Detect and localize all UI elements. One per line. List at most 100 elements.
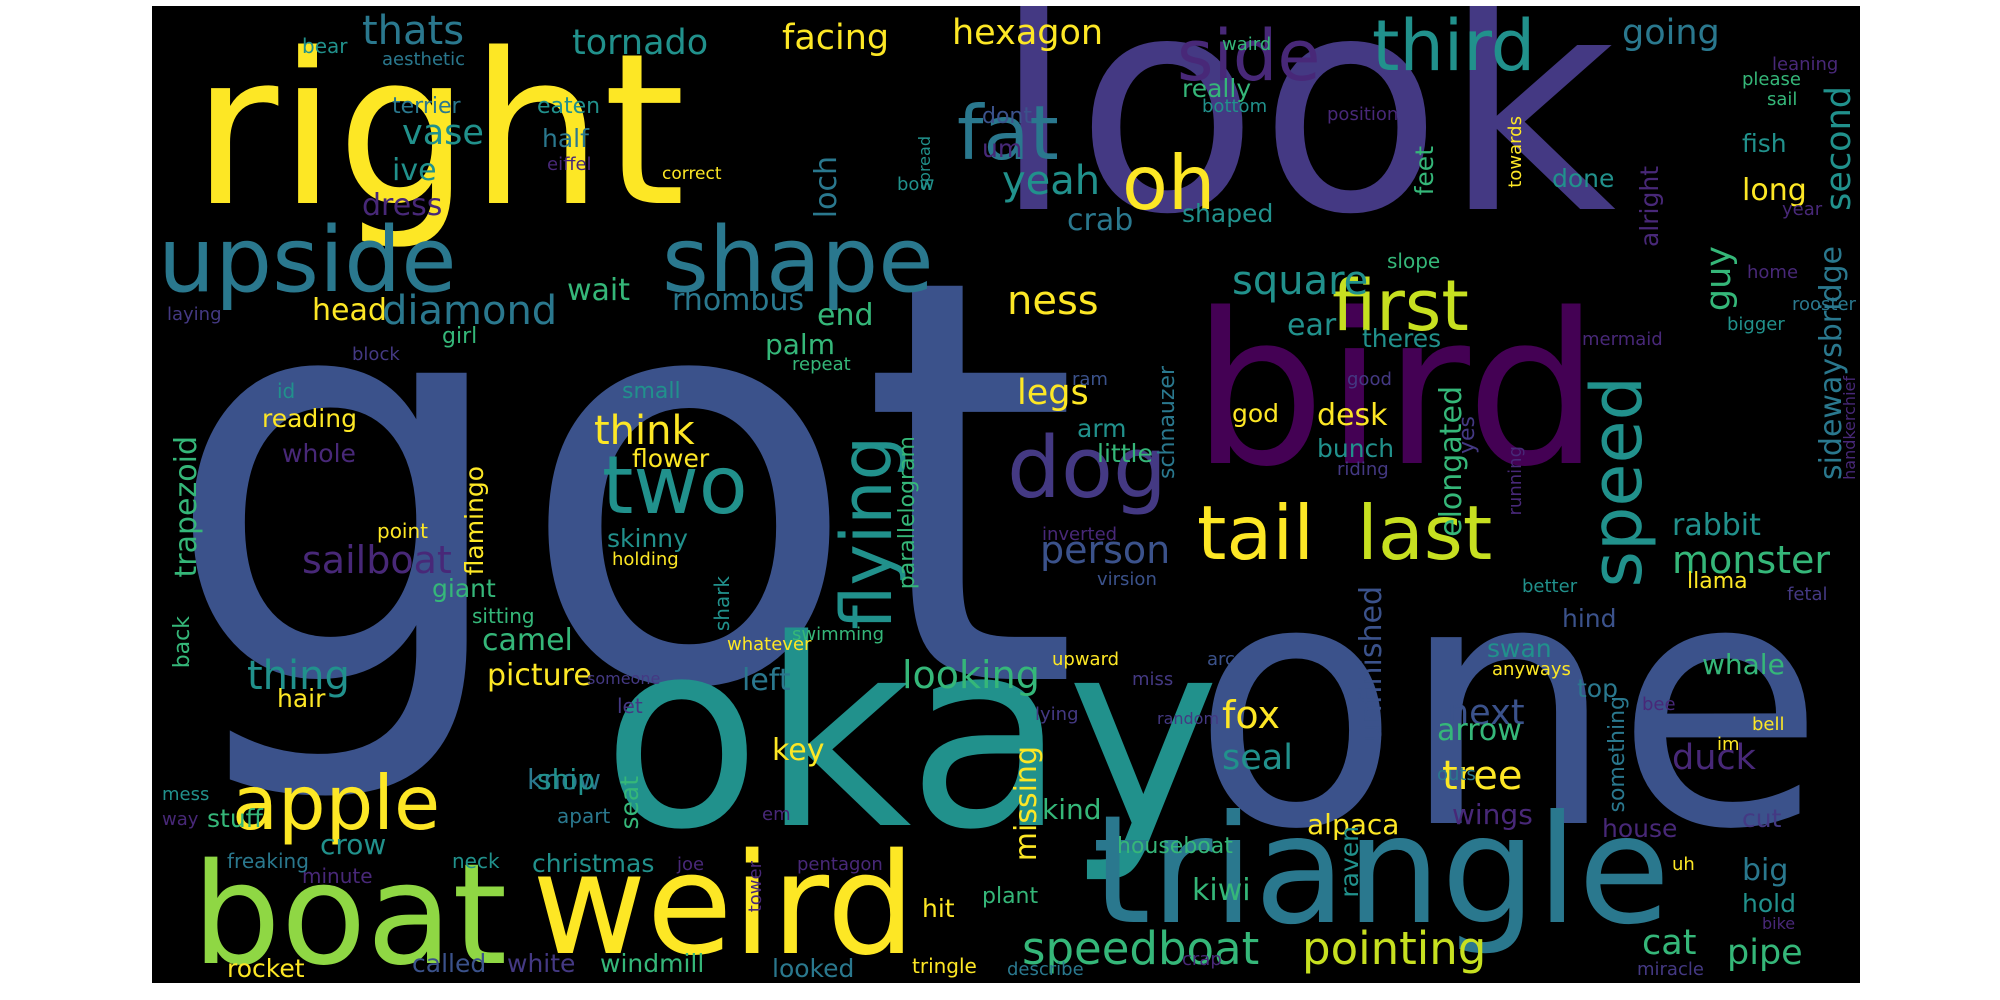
word-guy: guy bbox=[1699, 246, 1739, 312]
word-waird: waird bbox=[1222, 34, 1272, 55]
word-third: third bbox=[1372, 6, 1536, 87]
word-half: half bbox=[542, 124, 589, 153]
word-swan: swan bbox=[1487, 634, 1552, 663]
word-called: called bbox=[412, 949, 487, 978]
word-houseboat: houseboat bbox=[1117, 834, 1233, 859]
word-correct: correct bbox=[662, 164, 722, 184]
word-head: head bbox=[312, 293, 387, 328]
word-whatever: whatever bbox=[727, 634, 812, 655]
word-arm: arm bbox=[1077, 414, 1127, 443]
word-reading: reading bbox=[262, 404, 357, 433]
word-arc: arc bbox=[1207, 649, 1235, 670]
word-god: god bbox=[1232, 399, 1280, 428]
word-little: little bbox=[1097, 439, 1153, 468]
word-left: left bbox=[742, 663, 791, 698]
word-seal: seal bbox=[1222, 738, 1293, 778]
word-mess: mess bbox=[162, 784, 210, 805]
word-pointing: pointing bbox=[1302, 922, 1487, 975]
word-something: something bbox=[1605, 696, 1630, 813]
word-flower: flower bbox=[632, 444, 710, 473]
word-missing: missing bbox=[1009, 746, 1044, 862]
word-hit: hit bbox=[922, 894, 955, 923]
word-thats: thats bbox=[362, 8, 465, 54]
word-hold: hold bbox=[1742, 889, 1796, 918]
word-vase: vase bbox=[402, 113, 484, 153]
word-seat: seat bbox=[615, 776, 644, 830]
word-ship: ship bbox=[537, 763, 595, 796]
word-uh: uh bbox=[1672, 854, 1695, 875]
word-first: first bbox=[1332, 265, 1469, 347]
word-aesthetic: aesthetic bbox=[382, 49, 465, 70]
word-anyways: anyways bbox=[1492, 659, 1571, 680]
word-fetal: fetal bbox=[1787, 584, 1828, 605]
word-repeat: repeat bbox=[792, 354, 851, 375]
word-last: last bbox=[1357, 489, 1493, 577]
word-unfinished: unfinished bbox=[1354, 586, 1389, 743]
word-shark: shark bbox=[710, 576, 734, 632]
word-wings: wings bbox=[1452, 798, 1533, 831]
word-white: white bbox=[507, 949, 576, 978]
word-pipe: pipe bbox=[1727, 933, 1803, 973]
word-hexagon: hexagon bbox=[952, 13, 1104, 53]
word-crap: crap bbox=[1182, 949, 1222, 970]
word-alpaca: alpaca bbox=[1307, 808, 1400, 841]
word-joe: joe bbox=[677, 854, 705, 875]
word-slope: slope bbox=[1387, 249, 1441, 273]
word-speedboat: speedboat bbox=[1022, 922, 1260, 975]
word-right: right bbox=[192, 8, 686, 253]
word-holding: holding bbox=[612, 549, 679, 570]
word-elongated: elongated bbox=[1434, 386, 1469, 537]
word-girl: girl bbox=[442, 324, 478, 349]
word-picture: picture bbox=[487, 658, 592, 693]
word-bear: bear bbox=[302, 34, 348, 58]
word-really: really bbox=[1182, 74, 1252, 103]
word-christmas: christmas bbox=[532, 849, 655, 878]
word-hind: hind bbox=[1562, 604, 1617, 633]
word-yeah: yeah bbox=[1002, 158, 1101, 204]
word-loch: loch bbox=[809, 156, 844, 219]
word-second: second bbox=[1819, 86, 1859, 211]
word-someone: someone bbox=[587, 669, 661, 688]
word-big: big bbox=[1742, 853, 1789, 888]
word-way: way bbox=[162, 809, 199, 830]
word-giant: giant bbox=[432, 574, 496, 603]
word-tornado: tornado bbox=[572, 23, 709, 63]
word-thing: thing bbox=[247, 653, 350, 699]
word-lying: lying bbox=[1035, 704, 1079, 725]
word-bunch: bunch bbox=[1317, 434, 1395, 463]
word-point: point bbox=[377, 519, 429, 543]
word-dress: dress bbox=[362, 188, 443, 223]
word-person: person bbox=[1040, 528, 1171, 572]
word-apple: apple bbox=[232, 759, 441, 847]
word-handkerchief: handkerchief bbox=[1840, 376, 1859, 480]
word-swimming: swimming bbox=[792, 624, 885, 645]
word-skinny: skinny bbox=[607, 524, 688, 553]
word-eaten: eaten bbox=[537, 94, 601, 119]
word-mermaid: mermaid bbox=[1582, 329, 1663, 350]
word-long: long bbox=[1742, 173, 1807, 208]
word-arrow: arrow bbox=[1437, 713, 1522, 748]
word-crow: crow bbox=[320, 828, 387, 861]
word-fat: fat bbox=[957, 89, 1059, 177]
word-describe: describe bbox=[1007, 959, 1084, 980]
word-fish: fish bbox=[1742, 129, 1787, 158]
word-next: next bbox=[1447, 693, 1525, 733]
word-please: please bbox=[1742, 69, 1801, 90]
word-minute: minute bbox=[302, 864, 373, 888]
word-bike: bike bbox=[1762, 914, 1796, 933]
word-weird: weird bbox=[532, 824, 916, 983]
word-look: look bbox=[992, 6, 1617, 280]
word-eiffel: eiffel bbox=[547, 154, 592, 175]
word-flying: flying bbox=[826, 436, 908, 630]
word-facing: facing bbox=[782, 18, 890, 58]
word-bow: bow bbox=[897, 174, 935, 195]
word-cat: cat bbox=[1642, 923, 1697, 963]
word-sailboat: sailboat bbox=[302, 538, 452, 582]
word-duck: duck bbox=[1672, 738, 1756, 778]
word-terrier: terrier bbox=[392, 94, 461, 119]
word-speed: speed bbox=[1576, 376, 1658, 588]
word-parallelogram: parallelogram bbox=[895, 436, 920, 590]
word-position: position bbox=[1327, 104, 1399, 125]
word-two: two bbox=[602, 439, 748, 532]
word-hair: hair bbox=[277, 684, 326, 713]
